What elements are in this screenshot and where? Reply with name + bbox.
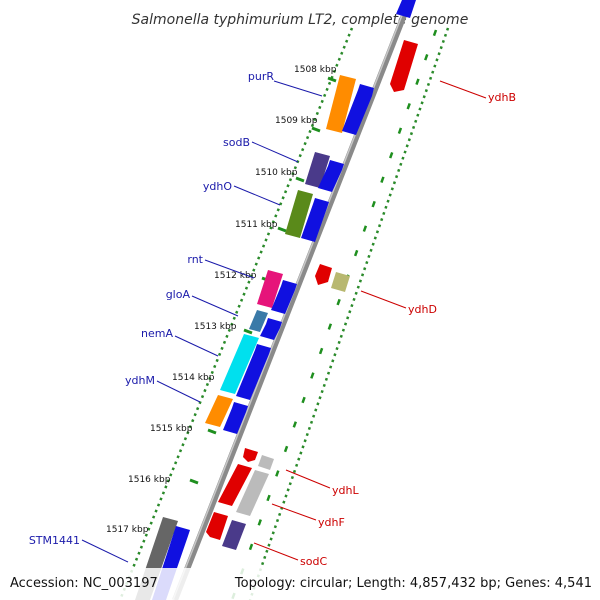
feature-sodC[interactable] <box>222 520 246 550</box>
feature-nemA[interactable] <box>220 334 259 394</box>
reverse-gene-labels: ydhB ydhD ydhL ydhF sodC <box>253 80 516 568</box>
map-title: Salmonella typhimurium LT2, complete gen… <box>132 12 469 28</box>
cds-arrow[interactable] <box>342 84 374 135</box>
reverse-features <box>206 0 418 550</box>
feature-ydhF-red[interactable] <box>218 464 252 506</box>
tick-label: 1513 kbp <box>194 322 237 332</box>
gene-label-ydhF[interactable]: ydhF <box>318 516 345 529</box>
gene-label-ydhM[interactable]: ydhM <box>125 374 155 387</box>
feature-sodB[interactable] <box>305 152 330 188</box>
gene-label-nemA[interactable]: nemA <box>141 327 173 340</box>
cds-arrow[interactable] <box>223 402 248 434</box>
feature-gloA[interactable] <box>249 310 268 332</box>
tick-label: 1515 kbp <box>150 424 193 434</box>
feature-ydhB[interactable] <box>390 40 418 92</box>
tick-labels: 1508 kbp 1509 kbp 1510 kbp 1511 kbp 1512… <box>106 65 337 535</box>
feature-ydhD[interactable] <box>331 272 350 292</box>
tick-label: 1514 kbp <box>172 373 215 383</box>
cds-arrow[interactable] <box>318 160 344 192</box>
feature-ydhF[interactable] <box>236 470 269 516</box>
forward-dotted-track <box>118 27 354 600</box>
topology-text: Topology: circular; Length: 4,857,432 bp… <box>234 576 592 591</box>
tick-marks <box>171 76 337 537</box>
feature-sodC-red[interactable] <box>206 512 228 540</box>
feature-ydhL[interactable] <box>258 455 274 470</box>
tick-label: 1512 kbp <box>214 271 257 281</box>
tick-label: 1516 kbp <box>128 475 171 485</box>
footer-background <box>0 568 600 600</box>
tick-label: 1511 kbp <box>235 220 278 230</box>
gene-label-sodC[interactable]: sodC <box>300 555 327 568</box>
tick-label: 1517 kbp <box>106 525 149 535</box>
feature-top-blue[interactable] <box>396 0 416 18</box>
feature-rnt[interactable] <box>257 270 283 308</box>
gene-label-STM1441[interactable]: STM1441 <box>29 534 80 547</box>
gene-label-purR[interactable]: purR <box>248 70 274 83</box>
gene-label-ydhO[interactable]: ydhO <box>203 180 232 193</box>
gene-label-rnt[interactable]: rnt <box>187 253 203 266</box>
genome-backbone <box>172 0 413 600</box>
cds-arrow[interactable] <box>271 280 297 314</box>
forward-gene-labels: purR sodB ydhO rnt gloA nemA ydhM STM144… <box>29 70 323 563</box>
feature-purR[interactable] <box>326 75 356 133</box>
cds-arrow[interactable] <box>301 198 329 242</box>
feature-ydhM[interactable] <box>205 395 233 427</box>
feature-ydhL-arrow[interactable] <box>243 448 258 462</box>
gene-label-sodB[interactable]: sodB <box>223 136 250 149</box>
cds-arrow[interactable] <box>260 318 282 340</box>
feature-ydhD-arrow[interactable] <box>315 264 332 285</box>
gene-label-ydhL[interactable]: ydhL <box>332 484 359 497</box>
gene-label-ydhD[interactable]: ydhD <box>408 303 437 316</box>
accession-text: Accession: NC_003197 <box>10 576 158 591</box>
tick-label: 1510 kbp <box>255 168 298 178</box>
gene-label-gloA[interactable]: gloA <box>166 288 191 301</box>
tick-label: 1509 kbp <box>275 116 318 126</box>
tick-label: 1508 kbp <box>294 65 337 75</box>
gene-label-ydhB[interactable]: ydhB <box>488 91 516 104</box>
cds-arrow[interactable] <box>236 344 271 400</box>
feature-ydhO[interactable] <box>285 190 313 238</box>
